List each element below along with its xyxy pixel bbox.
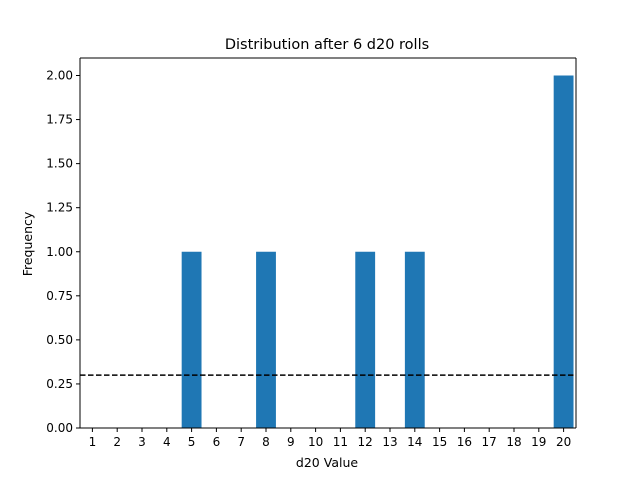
bar-8 (256, 251, 276, 428)
y-tick-label-1.00: 1.00 (46, 245, 73, 259)
y-tick-label-1.75: 1.75 (46, 113, 73, 127)
bars-group (181, 75, 574, 428)
y-tick-label-0.00: 0.00 (46, 421, 73, 435)
bar-5 (181, 251, 202, 428)
x-tick-label-20: 20 (556, 435, 571, 449)
x-tick-label-12: 12 (358, 435, 373, 449)
x-tick-label-1: 1 (89, 435, 97, 449)
axes-group (79, 57, 577, 429)
y-tick-label-0.75: 0.75 (46, 289, 73, 303)
y-ticks-group: 0.00 0.25 0.50 0.75 1.00 1.25 1.50 1.75 2.00 (46, 69, 80, 435)
x-ticks-group: 1 2 3 4 5 6 7 8 9 10 11 12 13 14 15 16 17 18 19 20 (89, 428, 571, 449)
x-tick-label-8: 8 (262, 435, 270, 449)
x-tick-label-19: 19 (531, 435, 546, 449)
x-tick-label-15: 15 (432, 435, 447, 449)
y-axis-label: Frequency (20, 211, 35, 276)
x-tick-label-2: 2 (113, 435, 121, 449)
x-tick-label-14: 14 (407, 435, 422, 449)
x-tick-label-3: 3 (138, 435, 146, 449)
chart-title: Distribution after 6 d20 rolls (225, 37, 429, 53)
bar-12 (355, 251, 376, 428)
y-tick-label-0.25: 0.25 (46, 377, 73, 391)
x-tick-label-16: 16 (457, 435, 472, 449)
y-tick-label-1.25: 1.25 (46, 201, 73, 215)
x-tick-label-6: 6 (213, 435, 221, 449)
x-tick-label-11: 11 (333, 435, 348, 449)
x-tick-label-7: 7 (237, 435, 245, 449)
x-tick-label-9: 9 (287, 435, 295, 449)
x-tick-label-18: 18 (506, 435, 521, 449)
x-tick-label-13: 13 (382, 435, 397, 449)
y-tick-label-2.00: 2.00 (46, 69, 73, 83)
y-tick-label-1.50: 1.50 (46, 157, 73, 171)
x-tick-label-10: 10 (308, 435, 323, 449)
x-axis-label: d20 Value (296, 455, 358, 470)
x-tick-label-17: 17 (482, 435, 497, 449)
x-tick-label-4: 4 (163, 435, 171, 449)
x-tick-label-5: 5 (188, 435, 196, 449)
bar-14 (404, 251, 425, 428)
y-tick-label-0.50: 0.50 (46, 333, 73, 347)
bar-20 (553, 75, 574, 428)
